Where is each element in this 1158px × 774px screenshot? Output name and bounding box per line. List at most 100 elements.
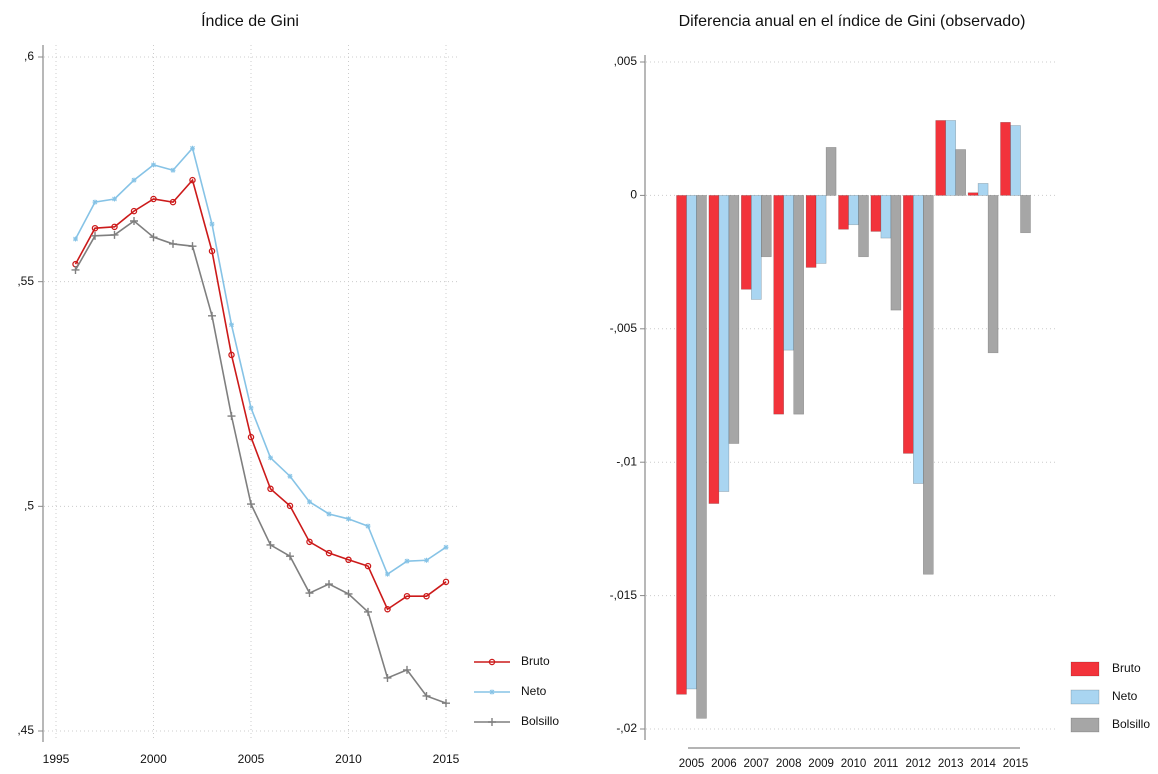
y-tick-label: -,01 (616, 454, 637, 468)
point (385, 571, 390, 577)
bar (935, 120, 947, 196)
bar (740, 195, 752, 290)
bar (815, 195, 827, 264)
point (130, 207, 138, 215)
line (74, 178, 447, 611)
bar (902, 195, 914, 454)
point (422, 691, 431, 700)
point (443, 544, 449, 550)
point (403, 592, 411, 600)
bar (922, 195, 934, 575)
point (403, 665, 411, 674)
point (190, 145, 195, 151)
x-tick-label: 2012 (906, 758, 932, 770)
x-tick-label: 2014 (970, 758, 996, 770)
point (442, 578, 450, 586)
point (423, 592, 430, 600)
bar (912, 195, 924, 484)
point (151, 162, 156, 168)
line (74, 146, 447, 576)
point (364, 562, 372, 570)
point (325, 580, 333, 589)
bar (760, 195, 772, 258)
x-tick-label: 2008 (776, 758, 802, 770)
legend-label: Neto (521, 684, 547, 698)
point (188, 242, 197, 251)
point (131, 177, 137, 183)
point (287, 473, 293, 479)
bar (793, 195, 805, 415)
legend-swatch (1070, 689, 1100, 705)
point (208, 247, 216, 255)
x-tick-label: 2013 (938, 758, 964, 770)
chart-title: Diferencia anual en el índice de Gini (o… (679, 13, 1026, 30)
point (227, 412, 236, 421)
x-tick-label: 2005 (679, 758, 705, 770)
point (208, 311, 216, 320)
point (306, 538, 313, 546)
point (111, 223, 118, 231)
bar (870, 195, 882, 232)
point (150, 195, 157, 203)
bar (880, 195, 892, 239)
x-tick-label: 2010 (335, 752, 362, 766)
y-tick-label: ,55 (17, 274, 34, 288)
x-tick-label: 2000 (140, 752, 167, 766)
legend-label: Neto (1112, 689, 1138, 703)
legend-swatch (1070, 717, 1100, 733)
bar (987, 195, 999, 354)
point (383, 673, 392, 682)
point (247, 433, 255, 441)
point (92, 199, 98, 205)
x-tick-label: 2011 (874, 758, 899, 770)
bar (955, 149, 967, 196)
bar (848, 195, 859, 226)
point (169, 239, 177, 248)
point (286, 552, 294, 561)
legend-label: Bolsillo (1112, 717, 1150, 731)
legend-marker (488, 658, 496, 666)
bar (977, 183, 989, 196)
chart-title: Índice de Gini (201, 11, 299, 30)
point (248, 405, 254, 411)
bar (718, 195, 730, 492)
point (228, 351, 235, 359)
point (404, 558, 410, 564)
point (110, 230, 119, 239)
bar (750, 195, 762, 300)
point (112, 196, 117, 202)
point (149, 233, 158, 242)
x-tick-label: 2007 (744, 758, 770, 770)
x-tick-label: 1995 (43, 752, 70, 766)
x-tick-label: 2015 (433, 752, 460, 766)
legend-swatch (1070, 661, 1100, 677)
bar (1010, 125, 1021, 196)
point (268, 455, 273, 461)
point (305, 589, 314, 598)
point (91, 231, 99, 240)
x-tick-label: 2006 (711, 758, 737, 770)
x-tick-label: 2009 (808, 758, 834, 770)
point (442, 699, 450, 708)
point (169, 198, 177, 206)
bar (1020, 195, 1031, 234)
legend-marker (489, 689, 495, 695)
point (130, 217, 138, 226)
point (286, 502, 294, 510)
point (229, 322, 234, 328)
point (384, 605, 391, 613)
legend-label: Bolsillo (521, 714, 559, 728)
point (189, 176, 196, 184)
bar (967, 192, 979, 196)
point (326, 511, 332, 517)
bar (783, 195, 795, 351)
point (247, 500, 255, 509)
point (424, 557, 429, 563)
point (73, 236, 78, 242)
bar (1000, 121, 1011, 196)
legend-label: Bruto (1112, 661, 1141, 675)
bar (676, 195, 687, 695)
bar (773, 195, 785, 415)
